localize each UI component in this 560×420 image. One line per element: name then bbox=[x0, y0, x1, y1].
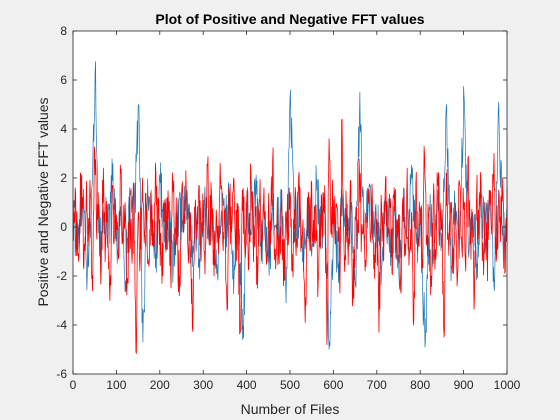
axes-layer: 0 100 200 300 400 500 600 700 800 900 1000 -6 -4 -2 0 2… bbox=[56, 24, 520, 392]
y-tick-label: 2 bbox=[60, 171, 67, 185]
y-tick-label: 6 bbox=[60, 73, 67, 87]
y-tick-label: -4 bbox=[56, 318, 67, 332]
x-tick-label: 700 bbox=[367, 378, 387, 392]
x-tick-label: 400 bbox=[237, 378, 257, 392]
y-tick-label: 0 bbox=[60, 220, 67, 234]
x-tick-label: 900 bbox=[454, 378, 474, 392]
x-tick-label: 300 bbox=[193, 378, 213, 392]
y-axis-label: Positive and Negative FFT values bbox=[35, 97, 51, 306]
y-tick-label: 4 bbox=[60, 122, 67, 136]
x-tick-label: 600 bbox=[323, 378, 343, 392]
y-tick-label: -6 bbox=[56, 367, 67, 381]
y-tick-label: -2 bbox=[56, 269, 67, 283]
series-layer bbox=[72, 61, 508, 354]
x-tick-label: 800 bbox=[410, 378, 430, 392]
chart-title: Plot of Positive and Negative FFT values bbox=[155, 11, 424, 27]
x-tick-label: 0 bbox=[70, 378, 77, 392]
x-axis-label: Number of Files bbox=[241, 401, 340, 417]
x-tick-label: 500 bbox=[280, 378, 300, 392]
x-tick-label: 1000 bbox=[494, 378, 521, 392]
x-tick-label: 200 bbox=[150, 378, 170, 392]
series-2-line bbox=[72, 118, 508, 354]
y-tick-label: 8 bbox=[60, 24, 67, 38]
x-tick-label: 100 bbox=[106, 378, 126, 392]
